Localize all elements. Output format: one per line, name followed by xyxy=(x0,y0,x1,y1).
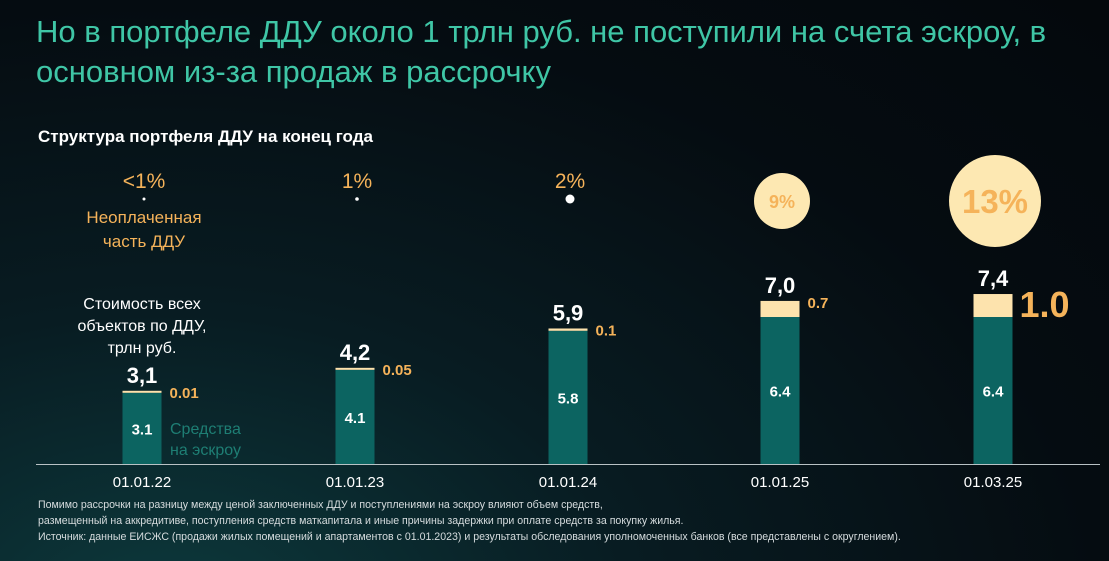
bar-unpaid-01.01.25 xyxy=(760,300,800,317)
category-label: 01.01.24 xyxy=(539,474,597,491)
footnote-line: Источник: данные ЕИСЖС (продажи жилых по… xyxy=(38,531,901,543)
unpaid-share-label: 13% xyxy=(962,183,1028,220)
footnote-line: Помимо рассрочки на разницу между ценой … xyxy=(38,499,603,511)
escrow-value-label: 5.8 xyxy=(558,390,579,407)
unpaid-value-label: 0.01 xyxy=(170,385,199,402)
category-label: 01.01.23 xyxy=(326,474,384,491)
headline: Но в портфеле ДДУ около 1 трлн руб. не п… xyxy=(36,14,1047,89)
bar-escrow-01.01.23 xyxy=(335,369,375,464)
legend-total-cost: трлн руб. xyxy=(108,340,177,357)
bar-escrow-01.01.24 xyxy=(548,330,588,464)
chart-title: Структура портфеля ДДУ на конец года xyxy=(38,127,373,146)
bar-unpaid-01.01.24 xyxy=(548,328,588,331)
total-value-label: 7,4 xyxy=(978,266,1009,291)
bar-escrow-01.01.22 xyxy=(122,392,162,464)
escrow-value-label: 6.4 xyxy=(770,384,792,401)
unpaid-share-circle xyxy=(754,173,810,229)
stacked-bar-chart: 3.1 0.01 3,1 01.01.22 4.1 0.05 4,2 01.01.23 5.8 0… xyxy=(36,155,1100,491)
legend-total-cost: объектов по ДДУ, xyxy=(78,318,207,335)
bar-unpaid-01.01.23 xyxy=(335,367,375,370)
unpaid-share-label: 1% xyxy=(342,170,372,193)
total-value-label: 3,1 xyxy=(127,363,158,388)
legend-unpaid-part: Неоплаченная xyxy=(86,208,201,227)
unpaid-share-circle xyxy=(355,197,359,201)
legend-escrow-funds: Средства xyxy=(170,421,241,438)
unpaid-share-circle xyxy=(142,197,146,201)
unpaid-value-label: 1.0 xyxy=(1020,284,1070,325)
total-value-label: 4,2 xyxy=(340,340,371,365)
legend-total-cost: Стоимость всех xyxy=(83,296,200,313)
unpaid-value-label: 0.7 xyxy=(808,295,829,312)
category-label: 01.03.25 xyxy=(964,474,1022,491)
bar-escrow-01.03.25 xyxy=(973,317,1013,464)
unpaid-share-circle xyxy=(565,194,575,204)
bar-unpaid-01.01.22 xyxy=(122,390,162,393)
total-value-label: 7,0 xyxy=(765,273,796,298)
legend-escrow-funds: на эскроу xyxy=(170,442,241,459)
bar-escrow-01.01.25 xyxy=(760,317,800,464)
footnotes: Помимо рассрочки на разницу между ценой … xyxy=(38,497,1098,545)
escrow-value-label: 3.1 xyxy=(132,421,153,438)
legend-unpaid-part: часть ДДУ xyxy=(103,232,185,251)
escrow-value-label: 6.4 xyxy=(983,384,1005,401)
unpaid-value-label: 0.05 xyxy=(383,362,412,379)
footnote-line: размещенный на аккредитиве, поступления … xyxy=(38,515,684,527)
unpaid-share-label: 9% xyxy=(769,192,795,212)
escrow-value-label: 4.1 xyxy=(345,410,366,427)
bar-unpaid-01.03.25 xyxy=(973,294,1013,317)
unpaid-share-circle xyxy=(949,155,1041,247)
unpaid-share-label: 2% xyxy=(555,170,585,193)
category-label: 01.01.22 xyxy=(113,474,171,491)
category-label: 01.01.25 xyxy=(751,474,809,491)
unpaid-value-label: 0.1 xyxy=(596,322,617,339)
total-value-label: 5,9 xyxy=(553,300,584,325)
unpaid-share-label: <1% xyxy=(123,170,166,193)
